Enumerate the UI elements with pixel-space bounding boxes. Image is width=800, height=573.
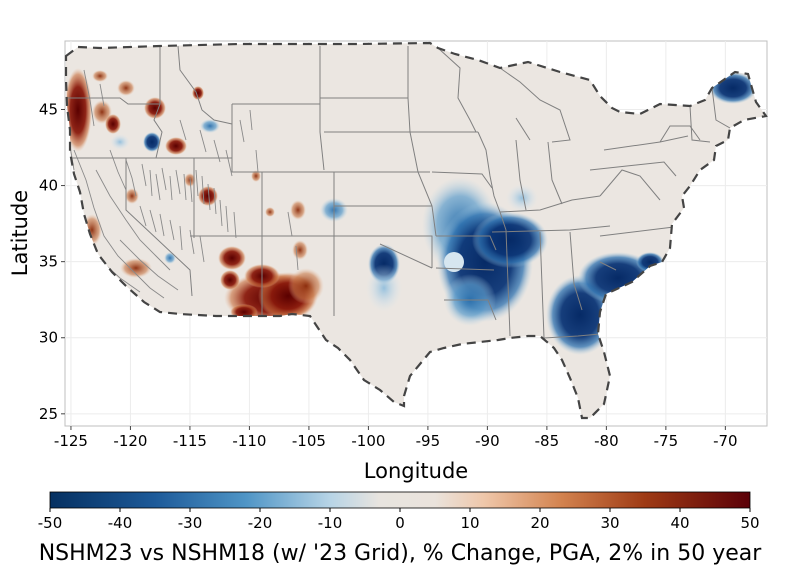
x-tick-label: -95 (416, 432, 441, 450)
x-tick-label: -90 (475, 432, 500, 450)
colorbar-tick-label: 50 (740, 514, 759, 532)
hazard-blob (472, 212, 548, 268)
y-tick-label: 30 (39, 329, 58, 347)
colorbar-tick-label: 10 (460, 514, 479, 532)
colorbar-tick-label: 30 (600, 514, 619, 532)
x-tick-label: -70 (713, 432, 738, 450)
x-tick-label: -120 (113, 432, 147, 450)
hazard-blob (265, 207, 275, 217)
colorbar-tick-label: -30 (178, 514, 203, 532)
y-tick-label: 40 (39, 177, 58, 195)
y-tick-label: 25 (39, 405, 58, 423)
hazard-blob (143, 132, 161, 152)
x-tick-label: -115 (173, 432, 207, 450)
x-tick-label: -80 (594, 432, 619, 450)
y-tick-label: 35 (39, 253, 58, 271)
x-tick-label: -100 (351, 432, 385, 450)
hazard-blob (144, 97, 166, 119)
hazard-blob (105, 114, 121, 134)
conus-outline (64, 41, 768, 420)
x-tick-label: -85 (535, 432, 560, 450)
hazard-blob (117, 80, 135, 96)
colorbar-ticks: -50 -40 -30 -20 -10 0 10 20 30 40 50 (38, 508, 760, 532)
x-tick-label: -105 (292, 432, 326, 450)
x-tick-label: -110 (232, 432, 266, 450)
hazard-blob (288, 268, 324, 304)
x-axis-ticks: -125 -120 -115 -110 -105 -100 -95 -90 -85 -80 -75 -… (54, 426, 738, 450)
hazard-blob (292, 240, 308, 260)
colorbar-tick-label: 0 (395, 514, 405, 532)
colorbar-tick-label: -20 (248, 514, 273, 532)
hazard-blob (92, 70, 108, 82)
colorbar-tick-label: -10 (318, 514, 343, 532)
colorbar-tick-label: 20 (530, 514, 549, 532)
x-axis-label: Longitude (364, 459, 468, 483)
x-tick-label: -75 (654, 432, 679, 450)
hazard-blob (290, 200, 306, 220)
hazard-blob (218, 246, 246, 270)
colorbar-tick-label: -50 (38, 514, 63, 532)
hazard-blob (220, 270, 240, 290)
hazard-blob (506, 184, 538, 212)
hazard-blob (110, 134, 130, 150)
hazard-blob (192, 86, 204, 100)
x-tick-label: -125 (54, 432, 88, 450)
hazard-blob (444, 252, 464, 272)
hazard-blob (200, 119, 220, 133)
hazard-blob (120, 258, 152, 278)
y-axis-ticks: 25 30 35 40 45 (39, 100, 65, 423)
colorbar (49, 491, 751, 509)
hazard-blob (125, 188, 139, 204)
colorbar-title: NSHM23 vs NSHM18 (w/ '23 Grid), % Change… (39, 541, 763, 566)
hazard-change-layer (66, 68, 757, 355)
state-borders (68, 45, 731, 339)
colorbar-tick-label: 40 (670, 514, 689, 532)
fault-traces (66, 69, 299, 299)
y-axis-label: Latitude (8, 190, 32, 276)
hazard-blob (164, 252, 176, 264)
colorbar-tick-label: -40 (108, 514, 133, 532)
hazard-blob (165, 137, 187, 155)
hazard-blob (251, 170, 261, 182)
hazard-blob (366, 264, 402, 312)
conus-map (64, 41, 768, 420)
y-tick-label: 45 (39, 100, 58, 118)
